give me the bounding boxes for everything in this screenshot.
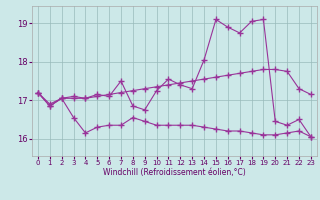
X-axis label: Windchill (Refroidissement éolien,°C): Windchill (Refroidissement éolien,°C) [103, 168, 246, 177]
